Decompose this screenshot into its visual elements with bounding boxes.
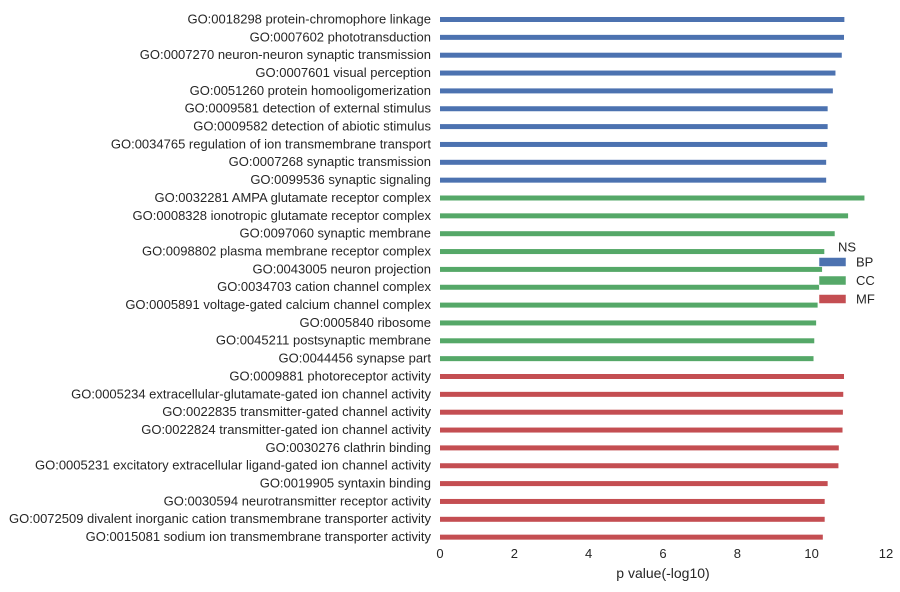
- category-label: GO:0022824 transmitter-gated ion channel…: [141, 422, 431, 437]
- bar-cc-11: [440, 213, 849, 219]
- category-label: GO:0098802 plasma membrane receptor comp…: [142, 243, 432, 258]
- bar-cc-18: [440, 338, 815, 344]
- category-label: GO:0045211 postsynaptic membrane: [216, 333, 431, 348]
- bar-mf-24: [440, 445, 839, 451]
- category-label: GO:0018298 protein-chromophore linkage: [187, 11, 431, 26]
- category-label: GO:0043005 neuron projection: [252, 261, 431, 276]
- bar-cc-14: [440, 266, 823, 272]
- x-axis: 0 2 4 6 8 10 12 p value(-log10): [436, 546, 893, 581]
- legend-label-cc: CC: [856, 273, 875, 288]
- x-tick-label: 10: [804, 546, 818, 561]
- bar-cc-13: [440, 249, 825, 255]
- bar-bp-6: [440, 124, 828, 130]
- category-label: GO:0072509 divalent inorganic cation tra…: [9, 511, 431, 526]
- category-label: GO:0015081 sodium ion transmembrane tran…: [86, 529, 432, 544]
- x-axis-label: p value(-log10): [616, 565, 709, 581]
- category-label: GO:0007270 neuron-neuron synaptic transm…: [140, 47, 431, 62]
- legend-label-bp: BP: [856, 254, 873, 269]
- bar-mf-21: [440, 391, 844, 397]
- bar-bp-9: [440, 177, 827, 183]
- legend-label-mf: MF: [856, 291, 875, 306]
- bar-mf-28: [440, 516, 825, 522]
- bar-mf-27: [440, 498, 825, 504]
- x-tick-label: 4: [585, 546, 592, 561]
- bar-cc-16: [440, 302, 818, 308]
- bar-cc-12: [440, 231, 835, 237]
- bar-cc-19: [440, 356, 814, 362]
- x-tick-label: 8: [734, 546, 741, 561]
- x-tick-label: 6: [659, 546, 666, 561]
- category-label: GO:0099536 synaptic signaling: [250, 172, 431, 187]
- bar-bp-5: [440, 106, 828, 112]
- x-tick-label: 12: [879, 546, 893, 561]
- category-label: GO:0007268 synaptic transmission: [229, 154, 431, 169]
- category-label: GO:0009581 detection of external stimulu…: [185, 101, 432, 116]
- bar-mf-23: [440, 427, 843, 433]
- category-label: GO:0005840 ribosome: [299, 315, 431, 330]
- category-label: GO:0019905 syntaxin binding: [260, 476, 431, 491]
- category-label: GO:0034703 cation channel complex: [217, 279, 431, 294]
- category-label: GO:0007601 visual perception: [255, 65, 431, 80]
- bar-mf-20: [440, 374, 845, 379]
- bar-mf-22: [440, 409, 843, 415]
- legend-title: NS: [838, 239, 856, 254]
- bar-bp-7: [440, 141, 828, 147]
- bars-layer: [440, 17, 865, 540]
- category-labels-layer: GO:0018298 protein-chromophore linkage GO…: [9, 11, 431, 544]
- bar-cc-10: [440, 195, 865, 201]
- category-label: GO:0030594 neurotransmitter receptor act…: [164, 493, 432, 508]
- category-label: GO:0022835 transmitter-gated channel act…: [162, 404, 431, 419]
- category-label: GO:0005234 extracellular-glutamate-gated…: [71, 386, 431, 401]
- category-label: GO:0044456 synapse part: [279, 351, 432, 366]
- bar-bp-8: [440, 159, 827, 165]
- bar-mf-26: [440, 481, 828, 487]
- bar-mf-29: [440, 534, 823, 540]
- category-label: GO:0032281 AMPA glutamate receptor compl…: [154, 190, 431, 205]
- legend-swatch-mf: [818, 294, 847, 304]
- category-label: GO:0008328 ionotropic glutamate receptor…: [133, 208, 432, 223]
- x-tick-label: 0: [436, 546, 443, 561]
- category-label: GO:0051260 protein homooligomerization: [190, 83, 431, 98]
- bar-bp-0: [440, 17, 845, 22]
- category-label: GO:0009582 detection of abiotic stimulus: [193, 119, 431, 134]
- category-label: GO:0034765 regulation of ion transmembra…: [111, 136, 432, 151]
- x-tick-label: 2: [511, 546, 518, 561]
- category-label: GO:0009881 photoreceptor activity: [229, 368, 431, 383]
- bar-cc-17: [440, 320, 817, 326]
- bar-bp-4: [440, 88, 833, 94]
- bar-mf-25: [440, 463, 839, 469]
- bar-bp-1: [440, 34, 845, 40]
- category-label: GO:0097060 synaptic membrane: [240, 226, 432, 241]
- bar-bp-3: [440, 70, 836, 76]
- category-label: GO:0030276 clathrin binding: [265, 440, 431, 455]
- category-label: GO:0005231 excitatory extracellular liga…: [35, 458, 432, 473]
- category-label: GO:0007602 phototransduction: [250, 29, 431, 44]
- bar-cc-15: [440, 284, 820, 290]
- legend-swatch-bp: [818, 257, 847, 267]
- bar-bp-2: [440, 52, 842, 58]
- legend-swatch-cc: [818, 275, 847, 286]
- category-label: GO:0005891 voltage-gated calcium channel…: [125, 297, 431, 312]
